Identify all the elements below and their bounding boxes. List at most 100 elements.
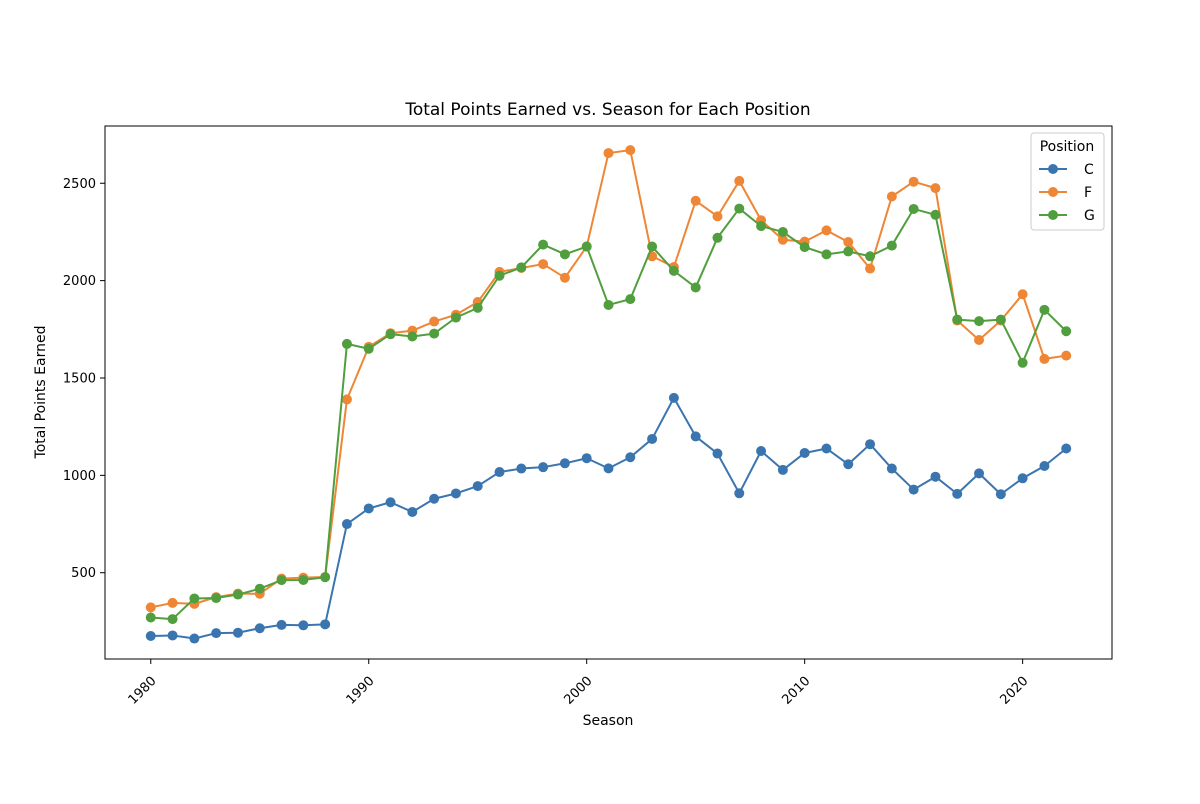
data-point-g	[450, 312, 461, 323]
legend-entry-g: G	[1039, 208, 1095, 224]
legend-marker	[1048, 210, 1058, 220]
data-point-g	[559, 249, 570, 260]
data-point-f	[930, 183, 941, 194]
y-axis-label: Total Points Earned	[33, 326, 49, 460]
data-point-g	[799, 242, 810, 253]
data-point-g	[167, 614, 178, 625]
data-point-c	[232, 627, 243, 638]
data-point-f	[1061, 350, 1072, 361]
data-point-c	[429, 493, 440, 504]
y-tick-label: 2000	[63, 274, 96, 289]
data-point-c	[1039, 461, 1050, 472]
y-axis: 500 1000 1500 2000 2500	[63, 177, 105, 581]
data-point-f	[865, 263, 876, 274]
data-point-c	[341, 519, 352, 530]
data-point-c	[886, 463, 897, 474]
data-point-f	[341, 394, 352, 405]
data-point-c	[385, 497, 396, 508]
data-point-c	[320, 619, 331, 630]
chart-title: Total Points Earned vs. Season for Each …	[404, 100, 810, 120]
y-tick-label: 1000	[63, 469, 96, 484]
data-point-f	[538, 259, 549, 270]
legend-title: Position	[1040, 139, 1095, 155]
data-point-c	[668, 392, 679, 403]
data-point-g	[1039, 304, 1050, 315]
data-point-g	[668, 265, 679, 276]
data-point-g	[843, 246, 854, 257]
x-tick-label: 2020	[997, 674, 1031, 708]
data-point-c	[995, 489, 1006, 500]
data-point-g	[298, 574, 309, 585]
data-point-c	[930, 471, 941, 482]
data-point-g	[603, 299, 614, 310]
data-point-c	[625, 452, 636, 463]
data-point-f	[429, 316, 440, 327]
legend-marker	[1048, 187, 1058, 197]
x-tick-label: 2000	[562, 674, 596, 708]
data-point-g	[341, 338, 352, 349]
data-point-c	[756, 446, 767, 457]
data-point-f	[1017, 289, 1028, 300]
data-point-g	[952, 314, 963, 325]
data-point-g	[712, 232, 723, 243]
series-line-g	[150, 207, 1067, 621]
data-point-g	[625, 294, 636, 305]
data-point-f	[1039, 353, 1050, 364]
data-point-g	[690, 282, 701, 293]
data-point-c	[865, 439, 876, 450]
data-point-g	[1017, 357, 1028, 368]
legend-label: C	[1084, 162, 1094, 178]
series-line-c	[150, 396, 1067, 640]
data-point-c	[690, 431, 701, 442]
data-point-f	[974, 335, 985, 346]
data-point-f	[886, 191, 897, 202]
plot-area-frame	[104, 125, 1113, 660]
data-point-c	[254, 623, 265, 634]
data-point-g	[211, 593, 222, 604]
data-point-c	[843, 459, 854, 470]
data-point-g	[494, 270, 505, 281]
data-point-c	[276, 619, 287, 630]
legend-box	[1030, 132, 1105, 231]
x-axis: 1980 1990 2000 2010 2020	[126, 659, 1031, 708]
data-point-c	[494, 467, 505, 478]
data-point-f	[734, 175, 745, 186]
data-point-f	[777, 234, 788, 245]
y-tick-label: 1500	[63, 371, 96, 386]
data-point-f	[145, 602, 156, 613]
data-point-c	[734, 488, 745, 499]
legend-label: F	[1084, 185, 1092, 201]
data-point-c	[1017, 473, 1028, 484]
data-point-g	[189, 593, 200, 604]
data-point-g	[385, 329, 396, 340]
data-point-c	[167, 630, 178, 641]
data-point-g	[647, 241, 658, 252]
data-point-g	[516, 262, 527, 273]
data-point-c	[407, 506, 418, 517]
data-point-g	[538, 239, 549, 250]
x-tick-label: 1980	[126, 674, 160, 708]
data-point-f	[690, 195, 701, 206]
data-point-g	[821, 249, 832, 260]
data-point-c	[712, 448, 723, 459]
data-point-g	[254, 583, 265, 594]
data-point-g	[363, 343, 374, 354]
data-point-c	[298, 620, 309, 631]
legend-label: G	[1084, 208, 1095, 224]
data-point-g	[930, 209, 941, 220]
data-point-c	[647, 433, 658, 444]
data-point-c	[450, 488, 461, 499]
data-point-c	[538, 462, 549, 473]
series-line-f	[150, 149, 1067, 609]
data-point-f	[712, 211, 723, 222]
data-point-c	[581, 453, 592, 464]
legend-entry-c: C	[1039, 162, 1094, 178]
data-point-g	[145, 612, 156, 623]
x-tick-label: 2010	[779, 674, 813, 708]
data-point-f	[167, 597, 178, 608]
data-point-f	[559, 272, 570, 283]
data-point-f	[821, 225, 832, 236]
data-point-g	[886, 240, 897, 251]
